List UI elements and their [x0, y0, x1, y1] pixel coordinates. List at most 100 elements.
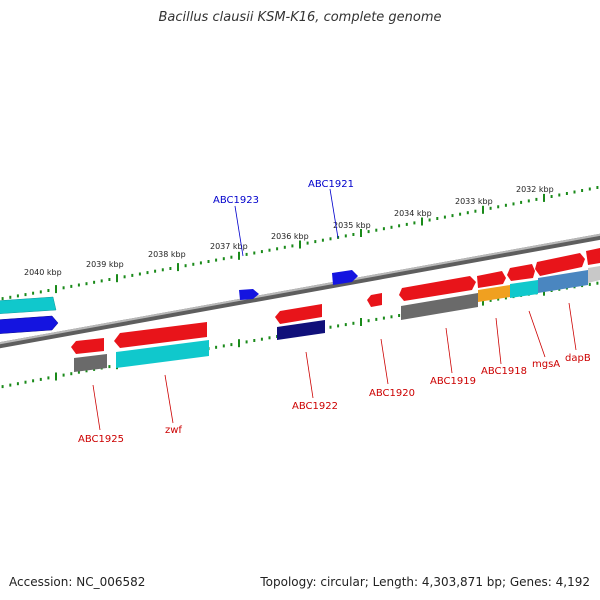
forward-gene[interactable] [0, 315, 59, 334]
map-title: Bacillus clausii KSM-K16, complete genom… [158, 10, 442, 25]
major-tick [482, 297, 484, 306]
minor-tick [253, 251, 256, 255]
minor-tick [39, 377, 42, 381]
minor-tick [93, 280, 96, 284]
minor-tick [230, 343, 233, 347]
minor-tick [47, 376, 50, 380]
minor-tick [352, 233, 355, 236]
reverse-gene[interactable] [116, 340, 209, 368]
kbp-scale: 2040 kbp 2039 kbp 2038 kbp 2037 kbp 2036… [24, 185, 554, 277]
minor-tick [489, 298, 492, 302]
gene-label-abc1920[interactable]: ABC1920 [369, 388, 415, 399]
gene-label-abc1923[interactable]: ABC1923 [213, 195, 259, 206]
minor-tick [550, 195, 553, 198]
minor-tick [192, 262, 195, 266]
major-tick [543, 193, 545, 202]
gene-label-abc1925[interactable]: ABC1925 [78, 434, 124, 445]
minor-tick [382, 316, 385, 320]
kbp-label: 2036 kbp [271, 232, 309, 241]
reverse-gene[interactable] [277, 320, 325, 340]
minor-tick [283, 245, 286, 249]
minor-tick [443, 215, 446, 219]
gene-label-dapb[interactable]: dapB [565, 353, 591, 364]
minor-tick [108, 365, 111, 369]
reverse-gene[interactable] [401, 293, 478, 320]
forward-gene[interactable] [507, 264, 535, 281]
minor-tick [131, 273, 134, 277]
reverse-gene[interactable] [71, 338, 104, 354]
minor-tick [581, 189, 584, 192]
reverse-gene[interactable] [510, 280, 538, 298]
minor-tick [504, 296, 507, 300]
minor-tick [70, 284, 73, 288]
kbp-label: 2038 kbp [148, 250, 186, 259]
minor-tick [260, 337, 263, 341]
forward-gene-track [0, 248, 600, 334]
minor-tick [413, 221, 416, 225]
minor-tick [329, 237, 332, 241]
minor-tick [268, 248, 271, 252]
minor-tick [321, 238, 324, 242]
gene-label-abc1921[interactable]: ABC1921 [308, 179, 354, 190]
minor-tick [558, 193, 561, 197]
kbp-label: 2040 kbp [24, 268, 62, 277]
reverse-gene[interactable] [275, 304, 322, 324]
gene-label-abc1919[interactable]: ABC1919 [430, 376, 476, 387]
minor-tick [169, 267, 172, 270]
minor-tick [428, 218, 431, 222]
reverse-gene[interactable] [478, 285, 510, 302]
accession-text: Accession: NC_006582 [9, 575, 146, 589]
kbp-label: 2039 kbp [86, 260, 124, 269]
minor-tick [100, 279, 103, 283]
gene-label-abc1922[interactable]: ABC1922 [292, 401, 338, 412]
minor-tick [520, 200, 523, 204]
forward-gene-labels: ABC1923 ABC1921 [213, 179, 354, 206]
forward-tick-track [1, 186, 599, 301]
minor-tick [253, 339, 256, 342]
genome-stats-text: Topology: circular; Length: 4,303,871 bp… [260, 575, 590, 589]
forward-gene[interactable] [332, 270, 358, 285]
minor-tick [344, 323, 347, 327]
minor-tick [215, 258, 218, 262]
minor-tick [1, 385, 4, 389]
major-tick [299, 240, 301, 249]
forward-gene[interactable] [535, 253, 585, 276]
minor-tick [85, 282, 88, 286]
minor-tick [291, 244, 294, 248]
minor-tick [222, 257, 225, 261]
minor-tick [588, 282, 591, 286]
reverse-gene[interactable] [114, 322, 207, 348]
reverse-gene[interactable] [538, 270, 588, 293]
minor-tick [24, 380, 27, 384]
kbp-label: 2035 kbp [333, 221, 371, 230]
major-tick [360, 318, 362, 326]
forward-gene[interactable] [239, 289, 259, 300]
minor-tick [77, 370, 80, 374]
gene-label-abc1918[interactable]: ABC1918 [481, 366, 527, 377]
minor-tick [9, 295, 12, 299]
minor-tick [245, 252, 248, 256]
minor-tick [436, 217, 439, 220]
gene-label-mgsa[interactable]: mgsA [532, 359, 560, 370]
minor-tick [1, 297, 4, 301]
forward-gene[interactable] [0, 296, 57, 314]
kbp-label: 2037 kbp [210, 242, 248, 251]
forward-gene[interactable] [399, 276, 476, 301]
forward-gene[interactable] [586, 248, 600, 265]
gene-label-zwf[interactable]: zwf [165, 425, 182, 436]
reverse-gene[interactable] [367, 293, 382, 307]
minor-tick [375, 317, 378, 321]
minor-tick [497, 297, 500, 301]
minor-tick [138, 272, 141, 276]
forward-gene[interactable] [477, 271, 506, 288]
minor-tick [459, 212, 462, 216]
minor-tick [527, 199, 530, 203]
reverse-gene[interactable] [74, 354, 107, 372]
minor-tick [375, 228, 378, 232]
minor-tick [230, 255, 233, 259]
major-tick [238, 251, 240, 260]
minor-tick [161, 268, 164, 272]
reverse-gene[interactable] [588, 266, 600, 283]
genome-backbone [0, 233, 600, 349]
